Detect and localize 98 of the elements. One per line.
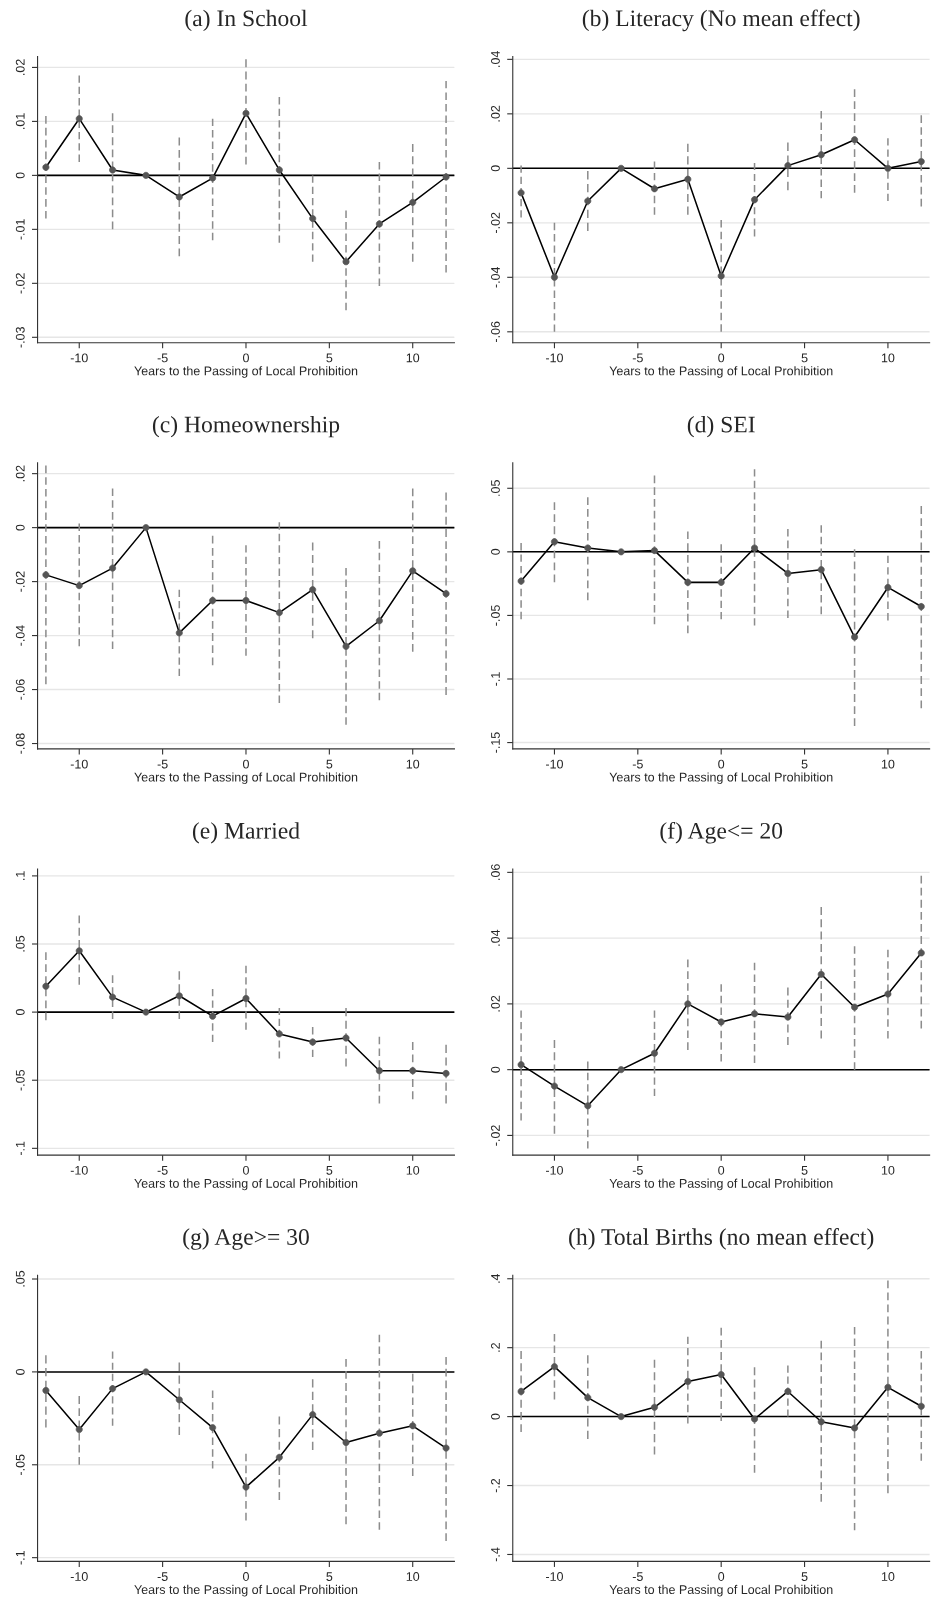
x-tick-label: 5 (326, 1166, 333, 1175)
x-axis-title: Years to the Passing of Local Prohibition (609, 1584, 833, 1597)
y-tick-label: -.02 (15, 571, 25, 592)
y-tick-label: .1 (15, 871, 25, 880)
x-axis-title: Years to the Passing of Local Prohibition (609, 1178, 833, 1191)
x-tick-label: -5 (632, 353, 643, 363)
y-tick-label: -.06 (491, 321, 500, 343)
x-tick-label: 5 (801, 759, 808, 769)
chart-title: (g) Age>= 30 (183, 1228, 309, 1250)
x-tick-label: -10 (545, 1572, 563, 1581)
y-tick-label: .01 (15, 113, 25, 129)
y-tick-label: -.05 (15, 1454, 25, 1475)
y-tick-label: -.15 (491, 732, 500, 753)
y-tick-label: -.02 (491, 212, 500, 234)
x-tick-label: -5 (157, 759, 168, 769)
x-tick-label: -10 (70, 1165, 88, 1175)
x-tick-label: 5 (801, 1166, 808, 1175)
x-tick-label: -10 (70, 1572, 88, 1581)
y-tick-label: -.04 (15, 625, 25, 646)
y-tick-label: 0 (15, 524, 25, 531)
y-tick-label: 0 (15, 1368, 25, 1375)
y-tick-label: 0 (491, 1066, 500, 1073)
x-axis-title: Years to the Passing of Local Prohibition (134, 1178, 358, 1191)
y-tick-label: .4 (491, 1273, 500, 1283)
y-tick-label: .05 (15, 935, 25, 952)
chart-title: (c) Homeownership (152, 415, 340, 438)
x-tick-label: 10 (406, 759, 420, 769)
x-tick-label: 0 (718, 1165, 725, 1175)
y-tick-label: -.4 (491, 1547, 500, 1562)
y-tick-label: .04 (491, 51, 500, 67)
y-tick-label: 0 (491, 548, 500, 555)
y-tick-label: -.02 (15, 273, 25, 294)
y-tick-label: -.06 (15, 679, 25, 700)
y-tick-label: 0 (15, 172, 25, 179)
x-tick-label: -10 (545, 759, 563, 769)
y-tick-label: .05 (491, 480, 500, 496)
x-tick-label: 0 (243, 1165, 249, 1175)
x-tick-label: -10 (70, 353, 88, 363)
x-tick-label: -5 (632, 759, 643, 769)
x-axis-title: Years to the Passing of Local Prohibition (134, 366, 358, 378)
chart-title: (b) Literacy (No mean effect) (582, 9, 860, 32)
x-tick-label: 0 (718, 353, 725, 363)
y-tick-label: -.1 (15, 1141, 25, 1156)
x-tick-label: 10 (881, 1165, 895, 1175)
y-tick-label: -.04 (491, 266, 500, 288)
y-tick-label: .02 (15, 465, 25, 482)
chart-title: (f) Age<= 20 (660, 821, 783, 844)
y-tick-label: -.05 (491, 605, 500, 626)
chart-title: (e) Married (192, 822, 300, 844)
y-tick-label: -.2 (491, 1478, 500, 1493)
x-tick-label: 10 (881, 759, 895, 769)
x-tick-label: 10 (881, 353, 895, 363)
y-tick-label: .02 (491, 105, 500, 122)
y-tick-label: .04 (491, 929, 500, 946)
x-axis-title: Years to the Passing of Local Prohibition (609, 772, 833, 785)
x-tick-label: 0 (718, 759, 725, 769)
chart-title: (h) Total Births (no mean effect) (569, 1228, 874, 1250)
x-tick-label: -10 (545, 353, 563, 363)
x-axis-title: Years to the Passing of Local Prohibition (134, 772, 358, 785)
y-tick-label: .05 (15, 1270, 25, 1287)
x-tick-label: 5 (326, 759, 333, 769)
x-tick-label: 0 (243, 1572, 249, 1581)
x-tick-label: 0 (243, 353, 249, 363)
chart-title: (d) SEI (687, 415, 755, 438)
x-tick-label: 10 (881, 1572, 895, 1581)
y-tick-label: -.02 (491, 1125, 500, 1146)
x-tick-label: -5 (632, 1572, 643, 1581)
x-tick-label: 10 (406, 1165, 420, 1175)
x-tick-label: 5 (326, 1572, 333, 1581)
y-tick-label: .02 (491, 995, 500, 1012)
x-tick-label: -10 (545, 1165, 563, 1175)
y-tick-label: -.03 (15, 327, 25, 348)
x-tick-label: 0 (718, 1572, 725, 1581)
x-tick-label: -5 (157, 1166, 168, 1175)
x-tick-label: 5 (326, 353, 333, 363)
x-tick-label: -5 (157, 1572, 168, 1581)
y-tick-label: -.05 (15, 1069, 25, 1091)
y-tick-label: 0 (491, 1413, 500, 1420)
x-tick-label: 5 (801, 1572, 808, 1581)
y-tick-label: -.01 (15, 219, 25, 240)
x-axis-title: Years to the Passing of Local Prohibition (609, 366, 833, 378)
y-tick-label: 0 (15, 1009, 25, 1016)
y-tick-label: .06 (491, 864, 500, 880)
x-tick-label: -5 (632, 1166, 643, 1175)
x-tick-label: 0 (243, 759, 249, 769)
chart-title: (a) In School (185, 9, 308, 32)
y-tick-label: .02 (15, 59, 25, 75)
x-tick-label: 10 (406, 1572, 420, 1581)
y-tick-label: -.1 (15, 1550, 25, 1565)
y-tick-label: 0 (491, 165, 500, 172)
y-tick-label: -.1 (491, 672, 500, 686)
y-tick-label: .2 (491, 1343, 500, 1352)
x-tick-label: -5 (157, 353, 168, 363)
x-tick-label: 5 (801, 353, 808, 363)
x-axis-title: Years to the Passing of Local Prohibition (134, 1584, 358, 1597)
x-tick-label: 10 (406, 353, 420, 363)
x-tick-label: -10 (70, 759, 88, 769)
y-tick-label: -.08 (15, 733, 25, 754)
